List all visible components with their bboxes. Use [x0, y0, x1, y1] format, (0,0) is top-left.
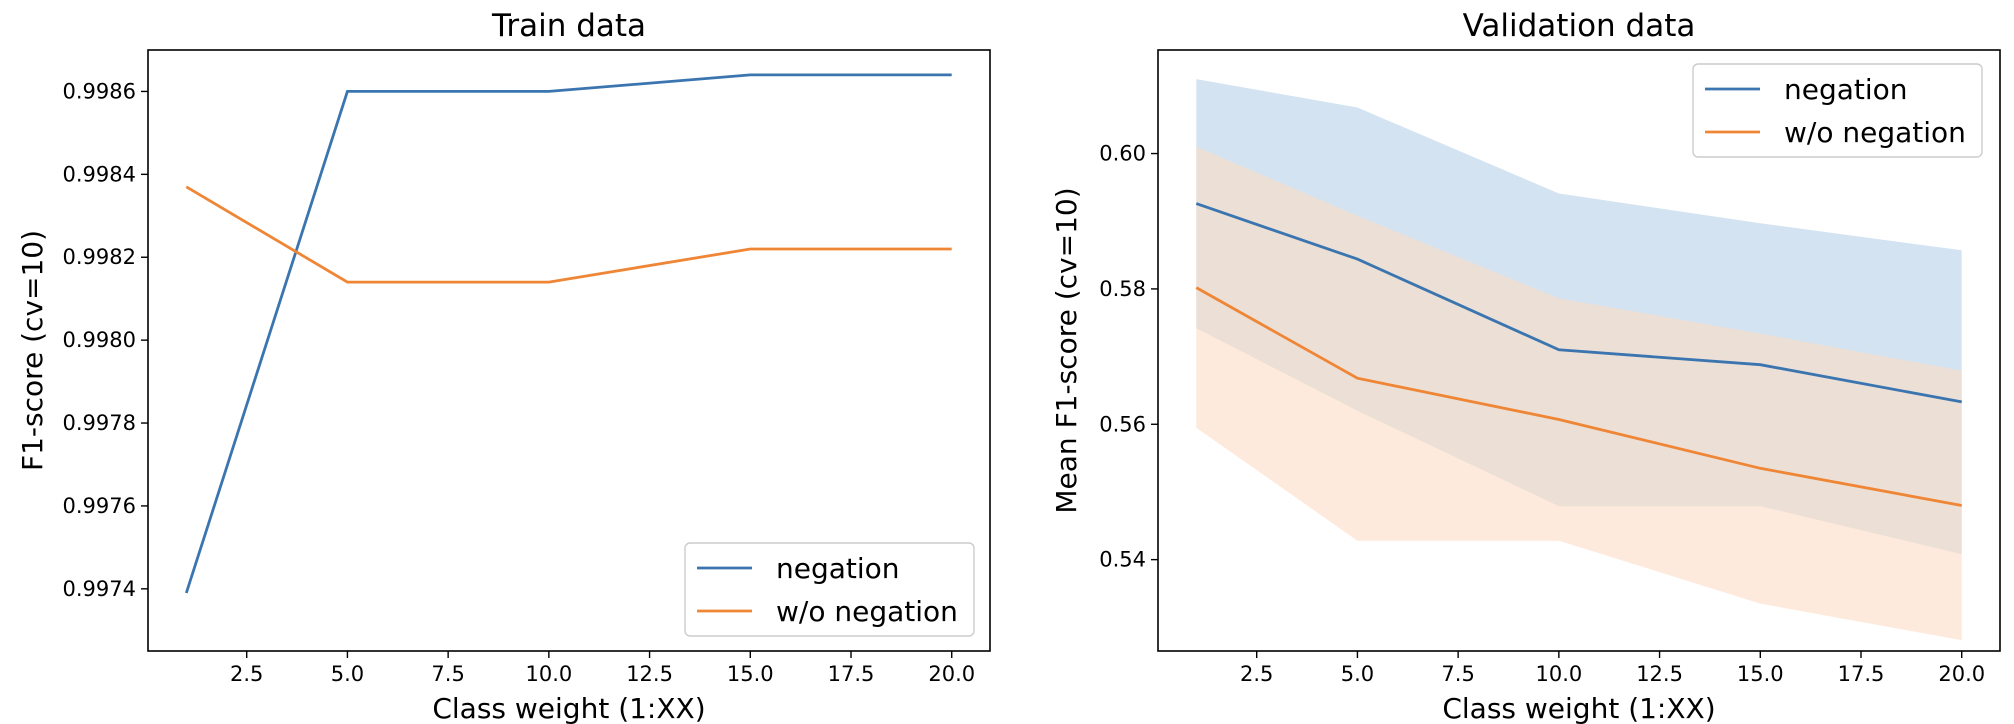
y-tick-label: 0.56	[1099, 412, 1146, 436]
y-tick-label: 0.9976	[63, 494, 136, 518]
legend-box	[1692, 63, 1983, 158]
y-tick-label: 0.9982	[63, 245, 136, 269]
legend-label-wo-negation: w/o negation	[1784, 116, 1966, 149]
x-tick-label: 17.5	[828, 662, 875, 686]
chart-title: Validation data	[1463, 8, 1696, 44]
y-tick-label: 0.58	[1099, 277, 1146, 301]
legend: negation w/o negation	[1692, 63, 1983, 158]
y-tick-label: 0.9984	[63, 162, 136, 186]
x-tick-label: 15.0	[1737, 662, 1784, 686]
y-tick-label: 0.60	[1099, 142, 1146, 166]
legend-box	[684, 542, 975, 637]
y-tick-label: 0.9974	[63, 577, 136, 601]
y-tick-label: 0.9980	[63, 328, 136, 352]
y-axis-label: F1-score (cv=10)	[16, 230, 49, 471]
x-tick-label: 2.5	[230, 662, 263, 686]
axes-frame	[1157, 49, 2001, 652]
x-tick-label: 2.5	[1240, 662, 1273, 686]
y-tick-label: 0.9978	[63, 411, 136, 435]
legend-label-wo-negation: w/o negation	[776, 595, 958, 628]
x-tick-label: 5.0	[331, 662, 364, 686]
x-tick-label: 10.0	[1535, 662, 1582, 686]
x-tick-label: 17.5	[1838, 662, 1885, 686]
y-tick-label: 0.9986	[63, 79, 136, 103]
x-tick-label: 10.0	[525, 662, 572, 686]
x-tick-label: 12.5	[1636, 662, 1683, 686]
x-tick-label: 7.5	[431, 662, 464, 686]
y-tick-label: 0.54	[1099, 548, 1146, 572]
legend: negation w/o negation	[684, 542, 975, 637]
x-tick-label: 20.0	[928, 662, 975, 686]
validation-chart: 2.5 5.0 7.5 10.0 12.5 15.0 17.5 20.0 0.54 0.56 0.5…	[1050, 8, 2001, 724]
x-axis-label: Class weight (1:XX)	[1442, 692, 1715, 724]
legend-label-negation: negation	[776, 552, 900, 585]
legend-label-negation: negation	[1784, 73, 1908, 106]
x-tick-label: 5.0	[1341, 662, 1374, 686]
x-tick-label: 20.0	[1938, 662, 1985, 686]
band-wo-negation	[1196, 146, 1962, 641]
x-tick-label: 12.5	[626, 662, 673, 686]
train-chart: 2.5 5.0 7.5 10.0 12.5 15.0 17.5 20.0 0.9974 0.997…	[16, 8, 991, 724]
y-axis-label: Mean F1-score (cv=10)	[1050, 187, 1083, 513]
x-tick-label: 7.5	[1441, 662, 1474, 686]
x-axis-label: Class weight (1:XX)	[432, 692, 705, 724]
line-negation	[184, 73, 952, 594]
axes-frame	[147, 49, 991, 652]
chart-title: Train data	[491, 8, 646, 44]
x-tick-label: 15.0	[727, 662, 774, 686]
